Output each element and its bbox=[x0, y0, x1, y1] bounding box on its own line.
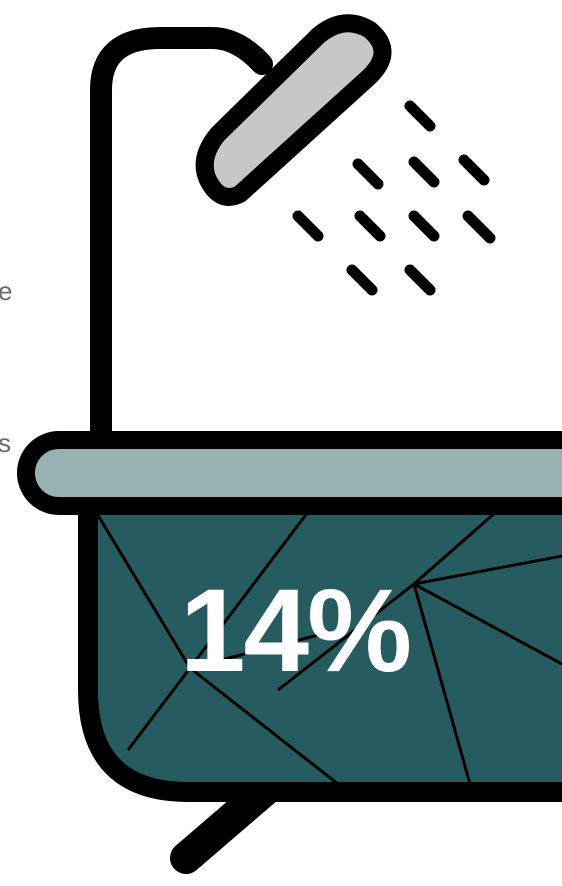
shower-pipe bbox=[90, 27, 273, 459]
side-text-fragment-1: e bbox=[0, 276, 13, 306]
percentage-label: 14% bbox=[179, 565, 412, 697]
water-drops-icon bbox=[292, 100, 496, 296]
bathtub-icon bbox=[78, 490, 562, 802]
bathtub-rim bbox=[17, 431, 562, 515]
shower-head-icon bbox=[195, 14, 392, 206]
tub-pattern-lines bbox=[94, 510, 562, 786]
side-text-fragment-2: s bbox=[0, 428, 11, 458]
